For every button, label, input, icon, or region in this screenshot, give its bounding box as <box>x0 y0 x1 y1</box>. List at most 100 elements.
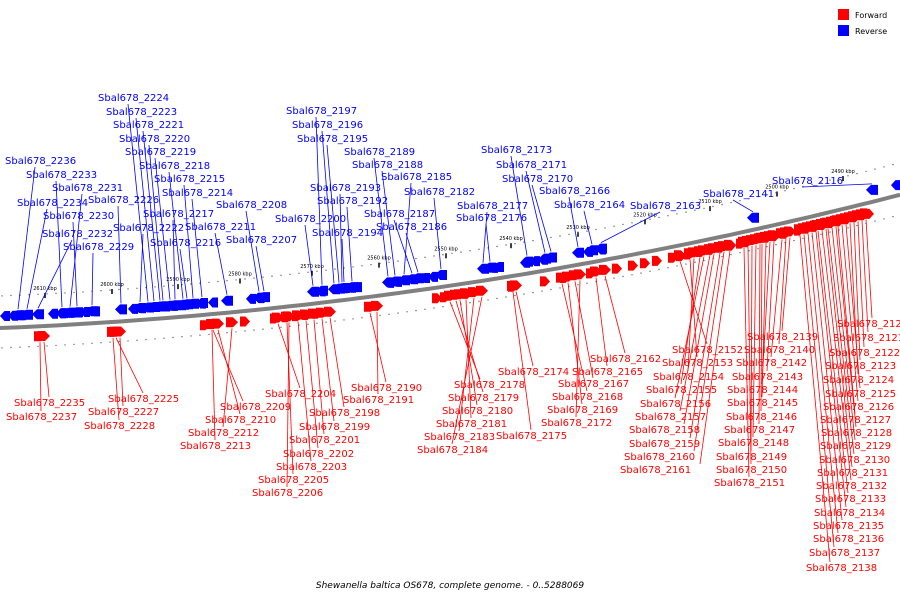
ruler-dot-lower <box>820 233 822 235</box>
forward-gene-leader <box>604 275 626 354</box>
reverse-gene-arrow <box>72 307 82 318</box>
forward-gene-label: Sbal678_2190 <box>351 383 422 394</box>
ruler-dot-lower <box>775 244 777 246</box>
reverse-gene-label: Sbal678_2196 <box>292 120 363 131</box>
reverse-gene-leader <box>583 210 593 245</box>
forward-gene-arrow <box>540 276 550 287</box>
forward-gene-label: Sbal678_2122 <box>829 348 900 359</box>
ruler-dot-upper <box>226 280 228 282</box>
forward-gene-arrow <box>696 247 706 257</box>
reverse-gene-arrow <box>747 212 759 223</box>
forward-gene-label: Sbal678_2204 <box>265 389 336 400</box>
ruler-dot-lower <box>172 336 174 339</box>
ruler-dot-upper <box>775 192 777 194</box>
forward-gene-arrow <box>826 218 836 229</box>
forward-gene-label: Sbal678_2198 <box>309 408 380 419</box>
reverse-gene-leader <box>148 144 164 301</box>
reverse-gene-arrow <box>412 273 424 284</box>
ruler-dot-upper <box>703 207 705 210</box>
reverse-gene-leader <box>393 219 413 274</box>
reverse-gene-leader <box>168 171 184 299</box>
reverse-gene-arrow <box>352 282 362 293</box>
ruler-dot-upper <box>784 190 786 192</box>
forward-gene-leader <box>321 318 335 422</box>
reverse-gene-leader <box>525 170 546 253</box>
ruler-dot-lower <box>217 332 219 335</box>
forward-gene-leader <box>574 281 594 379</box>
reverse-gene-leader <box>801 183 873 188</box>
reverse-gene-arrow <box>583 246 593 257</box>
reverse-gene-label: Sbal678_2170 <box>502 174 573 185</box>
forward-gene-label: Sbal678_2126 <box>823 402 894 413</box>
ruler-tick-label: 2590 kbp <box>166 277 190 283</box>
reverse-gene-leader <box>315 116 323 285</box>
forward-gene-arrow <box>780 228 790 239</box>
ruler-dot-lower <box>289 325 291 327</box>
forward-gene-arrow <box>742 237 752 248</box>
forward-gene-label: Sbal678_2150 <box>716 465 787 476</box>
forward-gene-label: Sbal678_2152 <box>672 345 743 356</box>
ruler-dot-lower <box>523 293 525 295</box>
reverse-gene-arrow <box>572 247 584 258</box>
reverse-gene-arrow <box>494 262 504 272</box>
forward-gene-leader <box>807 233 839 534</box>
forward-gene-label: Sbal678_2213 <box>180 441 251 452</box>
forward-gene-leader <box>567 282 583 405</box>
ruler-dot-upper <box>136 287 138 289</box>
forward-gene-leader <box>369 312 387 383</box>
forward-gene-leader <box>451 296 483 445</box>
ruler-dot-upper <box>748 198 750 200</box>
forward-gene-leader <box>747 246 752 465</box>
reverse-gene-arrow <box>538 254 548 265</box>
ruler-dot-lower <box>883 218 885 220</box>
reverse-gene-label: Sbal678_2224 <box>98 93 169 104</box>
forward-gene-arrow <box>240 316 250 327</box>
reverse-gene-label: Sbal678_2219 <box>125 147 196 158</box>
ruler-tick-label: 2520 kbp <box>633 212 657 218</box>
ruler-dot-lower <box>253 329 255 331</box>
forward-gene-label: Sbal678_2167 <box>558 379 629 390</box>
forward-gene-label: Sbal678_2165 <box>572 367 643 378</box>
ruler-dot-lower <box>262 328 264 330</box>
ruler-tick-label: 2580 kbp <box>228 272 252 278</box>
ruler-dot-upper <box>1 295 3 297</box>
ruler-dot-upper <box>280 274 282 276</box>
reverse-gene-arrow <box>520 257 530 268</box>
reverse-gene-label: Sbal678_2211 <box>185 222 256 233</box>
reverse-gene-arrow <box>392 276 402 287</box>
reverse-gene-leader <box>91 252 94 306</box>
forward-gene-leader <box>835 226 857 428</box>
reverse-gene-leader <box>381 170 396 276</box>
reverse-gene-label: Sbal678_2236 <box>5 156 76 167</box>
ruler-tick-label: 2570 kbp <box>300 264 324 270</box>
ruler-dot-lower <box>352 318 354 320</box>
reverse-gene-leader <box>26 208 48 309</box>
ruler-dot-lower <box>496 297 498 300</box>
forward-gene-label: Sbal678_2136 <box>813 534 884 545</box>
forward-gene-leader <box>758 244 761 425</box>
reverse-gene-label: Sbal678_2141 <box>703 189 774 200</box>
forward-gene-label: Sbal678_2160 <box>624 452 695 463</box>
ruler-dot-lower <box>100 342 102 344</box>
forward-gene-label: Sbal678_2172 <box>541 418 612 429</box>
reverse-gene-label: Sbal678_2220 <box>119 134 190 145</box>
forward-gene-arrow <box>684 249 694 260</box>
reverse-gene-leader <box>304 224 314 286</box>
forward-gene-label: Sbal678_2201 <box>289 435 360 446</box>
ruler-dot-upper <box>253 277 255 279</box>
ruler-dot-lower <box>892 215 894 218</box>
forward-gene-arrow <box>586 268 596 279</box>
forward-gene-label: Sbal678_2156 <box>640 399 711 410</box>
forward-gene-arrow <box>371 300 383 311</box>
forward-gene-arrow <box>762 232 772 243</box>
reverse-gene-leader <box>183 184 194 298</box>
reverse-gene-arrow <box>428 271 438 282</box>
ruler-dot-upper <box>370 263 372 266</box>
reverse-gene-label: Sbal678_2188 <box>352 160 423 171</box>
ruler-dot-lower <box>829 231 831 233</box>
forward-gene-label: Sbal678_2180 <box>442 406 513 417</box>
reverse-gene-leader <box>531 184 552 252</box>
forward-gene-label: Sbal678_2225 <box>108 394 179 405</box>
reverse-gene-arrow <box>246 293 256 304</box>
forward-gene-leader <box>853 222 861 361</box>
